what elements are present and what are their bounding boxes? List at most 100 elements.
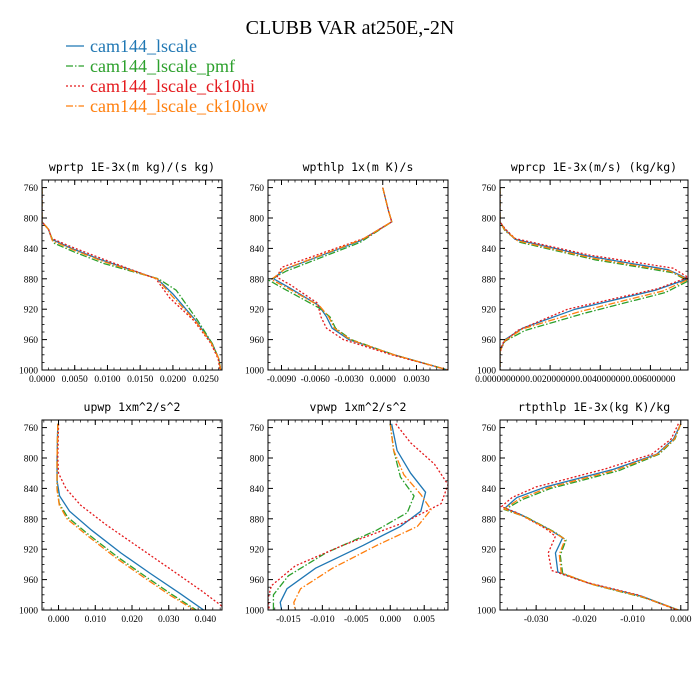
y-tick-label: 760: [482, 184, 497, 194]
y-tick-label: 960: [24, 336, 39, 346]
panel-title: wprtp 1E-3x(m kg)/(s kg): [49, 160, 215, 174]
y-tick-label: 840: [250, 245, 265, 255]
panel-title: rtpthlp 1E-3x(kg K)/kg: [518, 400, 670, 414]
x-tick-label: 0.0000: [370, 375, 396, 385]
x-tick-label: -0.0090: [267, 375, 297, 385]
panel-title: vpwp 1xm^2/s^2: [310, 400, 407, 414]
x-tick-label: -0.005: [344, 615, 369, 625]
y-tick-label: 880: [250, 275, 265, 285]
legend-entry: cam144_lscale_ck10hi: [90, 76, 255, 96]
chart-panel: wprcp 1E-3x(m/s) (kg/kg) 760 800 840 880 920 9…: [475, 160, 689, 385]
legend-entry: cam144_lscale_ck10low: [90, 96, 268, 116]
y-tick-label: 1000: [477, 607, 496, 617]
y-tick-label: 760: [250, 424, 265, 434]
panels: wprtp 1E-3x(m kg)/(s kg) 760 800 840 880 920 9…: [19, 160, 692, 625]
y-tick-label: 840: [482, 245, 497, 255]
x-tick-label: 0.0200: [160, 375, 186, 385]
series-line-cam144-lscale-ck10hi: [500, 187, 688, 370]
legend-entry: cam144_lscale: [90, 36, 197, 56]
y-tick-label: 880: [482, 275, 497, 285]
y-tick-label: 960: [250, 336, 265, 346]
plot-frame: [499, 179, 689, 371]
x-tick-label: 0.000: [670, 615, 692, 625]
series-line-cam144-lscale-pmf: [500, 187, 688, 370]
x-tick-label: 0.000: [380, 615, 402, 625]
series-line-cam144-lscale-ck10hi: [57, 423, 222, 607]
y-tick-label: 1000: [19, 367, 38, 377]
chart-panel: rtpthlp 1E-3x(kg K)/kg 760 800 840 880 920 960…: [477, 400, 692, 625]
x-tick-label: 0.030: [158, 615, 180, 625]
panel-title: wpthlp 1x(m K)/s: [303, 160, 414, 174]
series-line-cam144-lscale-ck10low: [500, 187, 688, 370]
x-tick-label: 0.010: [85, 615, 107, 625]
y-tick-label: 800: [482, 455, 497, 465]
panel-title: wprcp 1E-3x(m/s) (kg/kg): [511, 160, 677, 174]
y-tick-label: 800: [24, 455, 39, 465]
y-tick-label: 960: [482, 336, 497, 346]
x-tick-label: 0.006000000: [625, 375, 675, 385]
plot-frame: [267, 419, 449, 611]
chart-panel: wpthlp 1x(m K)/s7608008408809209601000-0…: [245, 160, 449, 385]
plot-frame: [499, 419, 689, 611]
y-tick-label: 760: [24, 184, 39, 194]
x-tick-label: 0.004000000: [575, 375, 625, 385]
series-line-cam144-lscale: [279, 423, 427, 610]
x-tick-label: -0.010: [310, 615, 335, 625]
y-tick-label: 920: [250, 546, 265, 556]
y-tick-label: 880: [482, 515, 497, 525]
series-line-cam144-lscale-pmf: [272, 423, 415, 610]
series-line-cam144-lscale: [500, 187, 688, 370]
series-line-cam144-lscale: [56, 423, 205, 610]
series-line-cam144-lscale: [42, 187, 222, 370]
x-tick-label: -0.020: [572, 615, 597, 625]
series-line-cam144-lscale-ck10low: [270, 187, 448, 370]
chart-panel: wprtp 1E-3x(m kg)/(s kg) 760 800 840 880 920 9…: [19, 160, 223, 385]
x-tick-label: -0.0030: [334, 375, 364, 385]
series-line-cam144-lscale-ck10hi: [268, 423, 448, 610]
y-tick-label: 800: [250, 215, 265, 225]
x-tick-label: 0.000000000: [475, 375, 525, 385]
legend-entry: cam144_lscale_pmf: [90, 56, 235, 76]
chart-panel: vpwp 1xm^2/s^2 760 800 840 880 920 960 1000 -0.0…: [245, 400, 449, 625]
y-tick-label: 1000: [477, 367, 496, 377]
panel-title: upwp 1xm^2/s^2: [84, 400, 181, 414]
series-line-cam144-lscale-ck10hi: [276, 187, 448, 370]
x-tick-label: 0.0000: [29, 375, 55, 385]
x-tick-label: 0.000: [48, 615, 70, 625]
legend: cam144_lscalecam144_lscale_pmfcam144_lsc…: [66, 36, 268, 116]
plot-frame: [41, 179, 223, 371]
y-tick-label: 1000: [245, 607, 264, 617]
y-tick-label: 920: [250, 306, 265, 316]
y-tick-label: 880: [24, 275, 39, 285]
y-tick-label: 840: [482, 485, 497, 495]
x-tick-label: 0.0030: [403, 375, 429, 385]
y-tick-label: 960: [482, 576, 497, 586]
y-tick-label: 960: [250, 576, 265, 586]
x-tick-label: -0.010: [620, 615, 645, 625]
x-tick-label: 0.002000000: [525, 375, 575, 385]
y-tick-label: 800: [482, 215, 497, 225]
x-tick-label: 0.0050: [62, 375, 88, 385]
y-tick-label: 760: [482, 424, 497, 434]
x-tick-label: 0.0150: [127, 375, 153, 385]
series-line-cam144-lscale-ck10hi: [42, 187, 221, 370]
y-tick-label: 920: [24, 546, 39, 556]
series-line-cam144-lscale-pmf: [42, 187, 222, 370]
y-tick-label: 760: [24, 424, 39, 434]
x-tick-label: 0.020: [121, 615, 143, 625]
y-tick-label: 840: [24, 245, 39, 255]
series-line-cam144-lscale-ck10low: [502, 423, 682, 610]
x-tick-label: 0.005: [414, 615, 436, 625]
y-tick-label: 880: [24, 515, 39, 525]
figure-title: CLUBB VAR at250E,-2N: [246, 17, 455, 39]
x-tick-label: -0.030: [524, 615, 549, 625]
y-tick-label: 1000: [19, 607, 38, 617]
chart-panel: upwp 1xm^2/s^2 760 800 840 880 920 960 1000 0.00…: [19, 400, 223, 625]
y-tick-label: 920: [24, 306, 39, 316]
y-tick-label: 840: [24, 485, 39, 495]
y-tick-label: 920: [482, 306, 497, 316]
y-tick-label: 800: [250, 455, 265, 465]
x-tick-label: 0.0250: [193, 375, 219, 385]
x-tick-label: 0.0100: [94, 375, 120, 385]
